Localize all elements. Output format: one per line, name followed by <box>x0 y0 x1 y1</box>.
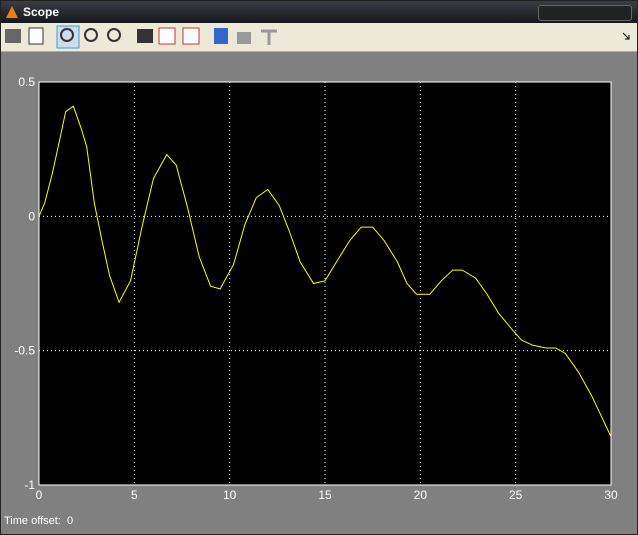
signal-selector-button[interactable] <box>261 29 277 45</box>
x-tick-label: 25 <box>509 488 523 502</box>
x-tick-label: 30 <box>604 488 618 502</box>
time-offset-value: 0 <box>66 515 74 527</box>
y-tick-label: 0.5 <box>18 75 35 89</box>
x-tick-label: 20 <box>414 488 428 502</box>
data-line <box>38 105 612 437</box>
x-tick-label: 10 <box>223 488 237 502</box>
x-tick-label: 15 <box>318 488 332 502</box>
window-title: Scope <box>23 5 60 19</box>
toolbar-icons <box>5 25 630 49</box>
restore-axes-button[interactable] <box>182 27 200 45</box>
y-tick-label: -0.5 <box>14 344 35 358</box>
y-tick-label: 0 <box>28 209 35 223</box>
plot-area: -1 -0.5 0 0.5 0 5 10 15 20 25 30 <box>14 75 618 502</box>
floating-button[interactable] <box>214 28 228 44</box>
plot-background <box>38 81 612 486</box>
autoscale-button[interactable] <box>137 29 153 43</box>
status-bar: Time offset: 0 <box>4 515 73 527</box>
params-button[interactable] <box>28 27 44 45</box>
x-tick-label: 5 <box>131 488 138 502</box>
time-offset-label: Time offset: <box>4 515 61 527</box>
print-button[interactable] <box>5 29 21 43</box>
zoom-x-button[interactable] <box>84 28 98 42</box>
app-icon <box>6 6 18 18</box>
x-tick-label: 0 <box>36 488 43 502</box>
toolbar <box>1 23 637 52</box>
title-bar: Scope <box>1 1 637 23</box>
save-axes-button[interactable] <box>158 27 176 45</box>
zoom-y-button[interactable] <box>107 28 121 42</box>
y-tick-label: -1 <box>24 478 35 492</box>
window-controls[interactable] <box>538 5 632 21</box>
zoom-icon <box>60 28 74 42</box>
dock-button[interactable] <box>622 32 630 40</box>
lock-button[interactable] <box>237 32 251 44</box>
